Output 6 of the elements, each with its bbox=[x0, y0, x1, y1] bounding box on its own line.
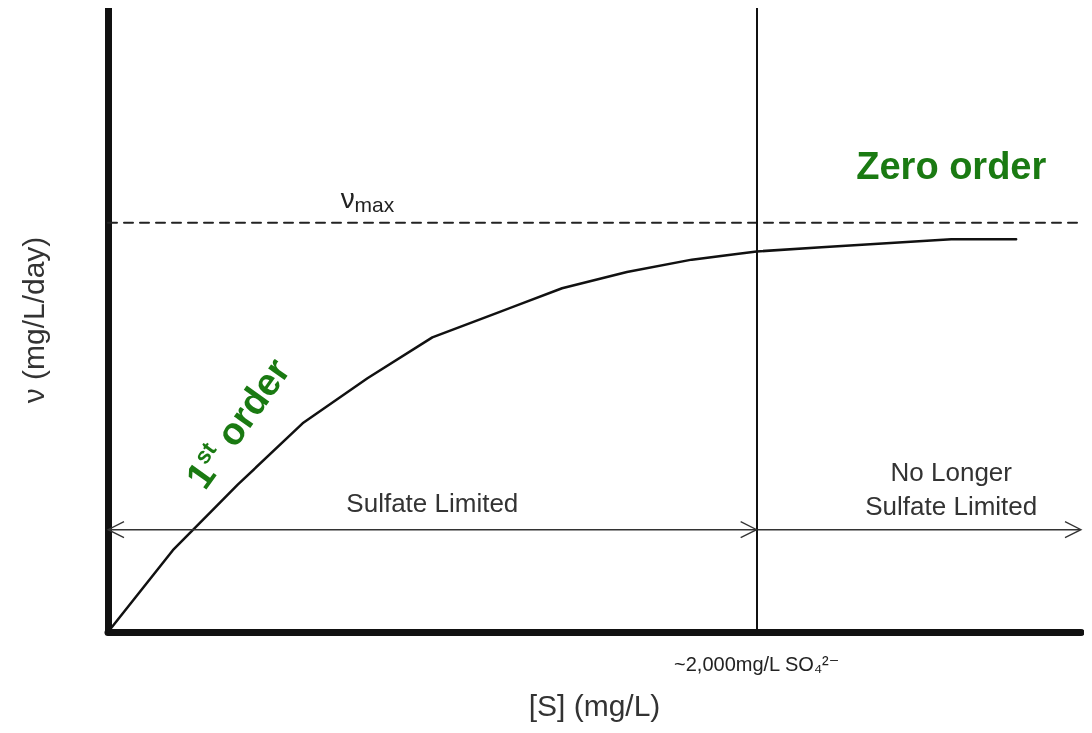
annotation: No Longer Sulfate Limited bbox=[865, 456, 1038, 521]
x-axis-title: [S] (mg/L) bbox=[528, 688, 661, 722]
y-axis-title: ν (mg/L/day) bbox=[16, 236, 50, 404]
text: ~2,000mg/L SO₄²⁻ bbox=[674, 653, 840, 675]
annotation: Sulfate Limited bbox=[346, 488, 519, 519]
text: Zero order bbox=[856, 144, 1047, 187]
